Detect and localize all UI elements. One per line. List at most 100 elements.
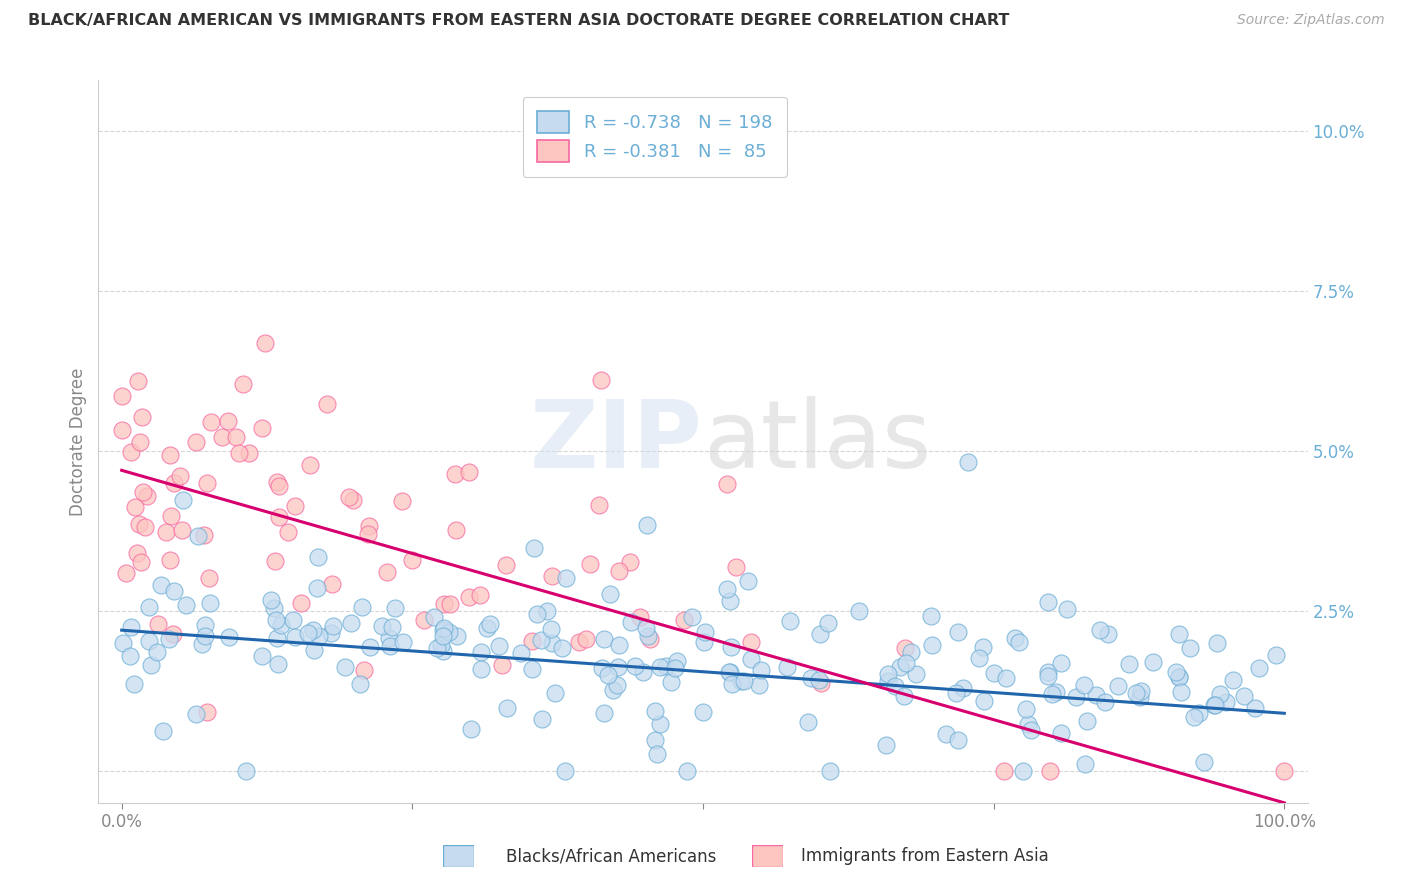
Point bbox=[575, 632, 598, 647]
Point bbox=[496, 701, 519, 715]
Point bbox=[129, 435, 152, 450]
Point bbox=[536, 604, 558, 618]
Point bbox=[555, 571, 578, 585]
Point bbox=[1039, 764, 1062, 778]
Point bbox=[1019, 723, 1042, 738]
Point bbox=[510, 646, 533, 660]
Point bbox=[946, 733, 969, 747]
Point bbox=[628, 610, 651, 624]
Point bbox=[198, 571, 221, 585]
Point bbox=[429, 638, 451, 652]
Point bbox=[1011, 764, 1033, 778]
Point bbox=[264, 613, 287, 627]
Point bbox=[724, 560, 747, 574]
Legend: R = -0.738   N = 198, R = -0.381   N =  85: R = -0.738 N = 198, R = -0.381 N = 85 bbox=[523, 96, 787, 177]
Point bbox=[238, 446, 260, 460]
Point bbox=[740, 635, 762, 649]
Point bbox=[391, 634, 413, 648]
Point bbox=[112, 636, 135, 650]
Point bbox=[619, 555, 641, 569]
Point bbox=[730, 674, 752, 689]
Point bbox=[720, 640, 742, 655]
Point bbox=[252, 421, 274, 435]
Point bbox=[1017, 717, 1039, 731]
Point bbox=[281, 613, 304, 627]
Point bbox=[159, 448, 181, 462]
Point bbox=[460, 722, 482, 736]
Point bbox=[896, 656, 918, 670]
Point bbox=[1244, 700, 1267, 714]
Text: Source: ZipAtlas.com: Source: ZipAtlas.com bbox=[1237, 13, 1385, 28]
Point bbox=[636, 517, 658, 532]
Point bbox=[194, 629, 217, 643]
Point bbox=[129, 555, 152, 569]
Point bbox=[602, 683, 624, 698]
Point bbox=[267, 657, 290, 672]
Point bbox=[1205, 636, 1227, 650]
Point bbox=[375, 565, 398, 579]
Point bbox=[876, 673, 898, 688]
Point bbox=[378, 639, 401, 653]
Point bbox=[820, 764, 842, 778]
Point bbox=[748, 678, 770, 692]
Point bbox=[260, 593, 283, 607]
Point bbox=[540, 623, 562, 637]
Point bbox=[1264, 648, 1286, 663]
Point bbox=[644, 704, 666, 718]
Point bbox=[353, 663, 375, 677]
Point bbox=[111, 389, 134, 403]
Point bbox=[1125, 686, 1147, 700]
Point bbox=[636, 621, 658, 635]
Point bbox=[174, 598, 197, 612]
Point bbox=[267, 478, 290, 492]
Point bbox=[149, 578, 172, 592]
Point bbox=[718, 594, 741, 608]
Point bbox=[921, 638, 943, 652]
Point bbox=[1272, 764, 1295, 778]
Point bbox=[1004, 631, 1026, 645]
Point bbox=[935, 727, 957, 741]
Point bbox=[817, 616, 839, 631]
Point bbox=[302, 624, 325, 638]
Point bbox=[530, 632, 553, 647]
Point bbox=[120, 620, 142, 634]
Point bbox=[733, 673, 755, 688]
Point bbox=[433, 597, 456, 611]
Point bbox=[776, 660, 799, 674]
Point bbox=[797, 714, 820, 729]
Point bbox=[893, 690, 915, 704]
Point bbox=[523, 541, 546, 555]
Point bbox=[624, 658, 647, 673]
Point bbox=[1015, 702, 1038, 716]
Point bbox=[659, 675, 682, 690]
Point bbox=[607, 639, 630, 653]
Point bbox=[169, 469, 191, 483]
Point bbox=[749, 663, 772, 677]
Point bbox=[1232, 689, 1254, 703]
Point bbox=[337, 490, 360, 504]
Point bbox=[160, 508, 183, 523]
Point bbox=[877, 666, 900, 681]
Point bbox=[321, 577, 343, 591]
Point bbox=[264, 554, 287, 568]
Point bbox=[540, 569, 562, 583]
Point bbox=[127, 374, 149, 388]
Point bbox=[307, 549, 329, 564]
Point bbox=[1204, 698, 1226, 712]
Point bbox=[526, 607, 548, 621]
Point bbox=[475, 622, 498, 636]
Point bbox=[359, 519, 381, 533]
Point bbox=[191, 637, 214, 651]
Point bbox=[1050, 726, 1073, 740]
Point bbox=[1107, 680, 1129, 694]
Point bbox=[637, 629, 659, 643]
Point bbox=[218, 630, 240, 644]
Point bbox=[266, 475, 288, 489]
Point bbox=[848, 604, 870, 618]
Point bbox=[194, 618, 217, 632]
Point bbox=[423, 609, 446, 624]
Point bbox=[1202, 698, 1225, 712]
Point bbox=[1188, 706, 1211, 720]
Point bbox=[588, 498, 610, 512]
Point bbox=[270, 618, 292, 632]
